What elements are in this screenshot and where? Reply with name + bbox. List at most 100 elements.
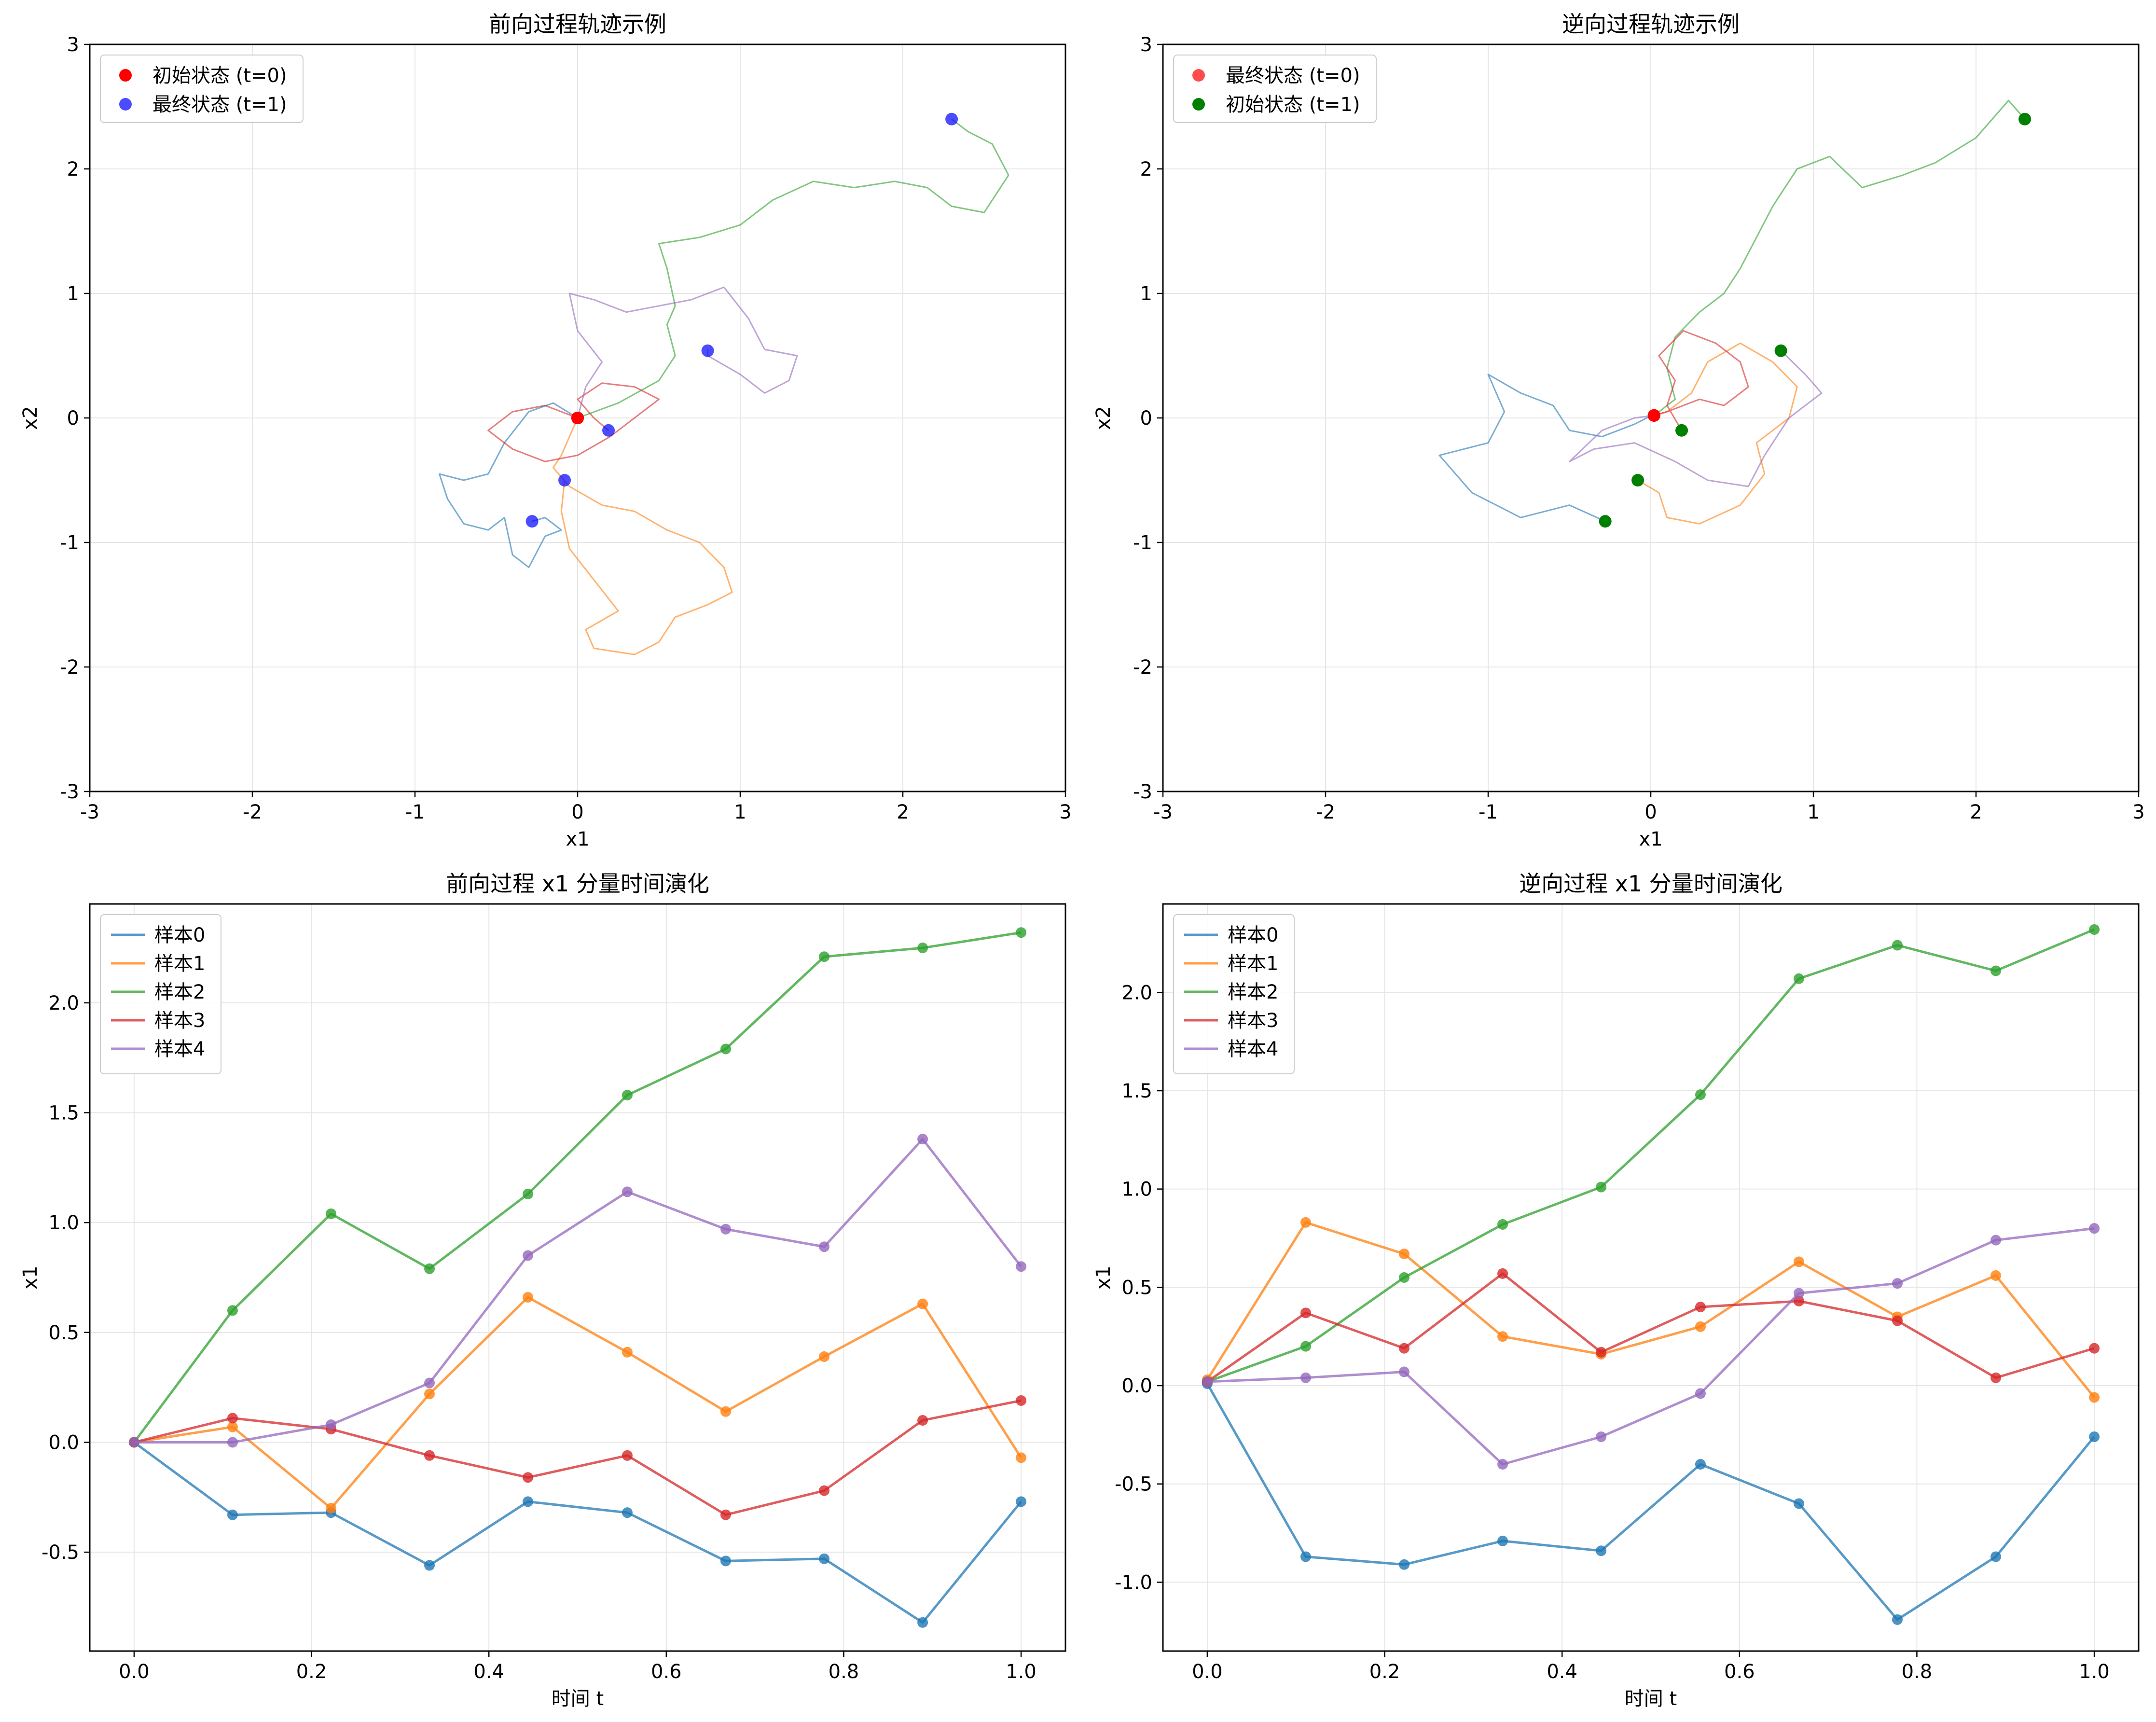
- legend-marker: [1192, 69, 1205, 82]
- series-line-1: [134, 1296, 1023, 1510]
- y-tick-label: -1.0: [1115, 1571, 1152, 1594]
- x-tick-label: -2: [1316, 801, 1335, 823]
- y-tick-label: -0.5: [1115, 1473, 1152, 1496]
- series-point-2: [622, 1090, 633, 1101]
- series-point-4: [720, 1223, 731, 1235]
- series-point-3: [424, 1450, 435, 1461]
- y-tick-label: 1.5: [1121, 1080, 1152, 1102]
- series-point-3: [2089, 1343, 2100, 1354]
- series-point-4: [1497, 1459, 1508, 1470]
- y-tick-label: -3: [1133, 781, 1152, 803]
- series-point-3: [1497, 1268, 1508, 1279]
- x-tick-label: 1.0: [1006, 1661, 1037, 1683]
- final-point: [525, 515, 539, 528]
- series-point-0: [1695, 1459, 1706, 1470]
- series-point-4: [1695, 1388, 1706, 1399]
- trajectory-line-3: [1654, 330, 1749, 431]
- y-tick-label: 0.5: [48, 1322, 79, 1344]
- series-point-0: [424, 1560, 435, 1571]
- series-line-2: [133, 931, 1022, 1443]
- y-tick-label: 0: [1140, 407, 1152, 430]
- series-point-2: [325, 1208, 336, 1219]
- x-tick-label: 0.0: [1192, 1661, 1223, 1683]
- initial-point: [2018, 112, 2032, 125]
- x-tick-label: -2: [243, 801, 262, 823]
- series-point-1: [1695, 1321, 1706, 1332]
- legend-marker: [119, 98, 132, 111]
- series-point-4: [128, 1437, 139, 1448]
- x-tick-label: -3: [80, 801, 99, 823]
- series-point-1: [1990, 1270, 2002, 1281]
- series-point-2: [424, 1263, 435, 1274]
- initial-point: [1774, 344, 1787, 357]
- series-point-3: [227, 1413, 238, 1424]
- series-point-0: [1398, 1559, 1410, 1570]
- x-tick-label: 0.6: [1724, 1661, 1755, 1683]
- series-point-3: [819, 1485, 830, 1496]
- y-tick-label: 0.0: [1121, 1375, 1152, 1397]
- series-point-3: [1398, 1343, 1410, 1354]
- y-tick-label: -2: [60, 656, 79, 679]
- series-point-4: [917, 1134, 928, 1145]
- series-point-1: [1398, 1249, 1410, 1260]
- series-line-3: [1206, 1272, 2095, 1383]
- legend-label: 样本1: [1228, 953, 1278, 975]
- series-line-0: [133, 1441, 1023, 1624]
- series-point-0: [1497, 1535, 1508, 1546]
- series-point-0: [819, 1553, 830, 1564]
- y-axis-label: x1: [1092, 1265, 1115, 1289]
- chart-panel-2: 0.0 0.2 0.4 0.6 0.8 1.0 -0.5 0.0 0.5 1.0 1.5 2.0 前向过…: [19, 871, 1066, 1710]
- series-point-3: [1793, 1295, 1804, 1306]
- series-point-4: [1398, 1366, 1410, 1377]
- series-point-2: [720, 1043, 731, 1055]
- y-tick-label: -1: [60, 532, 79, 554]
- legend-label: 样本3: [154, 1010, 205, 1032]
- series-line-1: [1206, 1221, 2096, 1399]
- series-point-0: [227, 1509, 238, 1520]
- series-point-0: [1793, 1498, 1804, 1509]
- series-point-0: [1016, 1496, 1027, 1507]
- y-tick-label: 0.5: [1121, 1277, 1152, 1299]
- series-point-1: [819, 1351, 830, 1362]
- y-tick-label: 2: [1140, 158, 1152, 181]
- x-tick-label: 3: [2132, 801, 2144, 823]
- series-point-0: [622, 1507, 633, 1518]
- y-tick-label: 0: [67, 407, 79, 430]
- legend-label: 样本4: [154, 1038, 205, 1060]
- legend-label: 样本1: [154, 953, 205, 975]
- series-point-1: [1497, 1331, 1508, 1342]
- series-point-2: [227, 1305, 238, 1316]
- x-tick-label: 0.6: [651, 1661, 682, 1683]
- y-tick-label: 1: [67, 283, 79, 305]
- series-point-1: [720, 1406, 731, 1417]
- series-point-0: [2089, 1431, 2100, 1442]
- legend-label: 样本2: [154, 981, 205, 1003]
- y-tick-label: 3: [67, 34, 79, 56]
- series-point-2: [1990, 965, 2002, 976]
- series-point-0: [523, 1496, 534, 1507]
- series-point-2: [1497, 1219, 1508, 1230]
- x-tick-label: 0.2: [296, 1661, 327, 1683]
- series-point-4: [424, 1377, 435, 1389]
- chart-title: 前向过程轨迹示例: [489, 11, 666, 37]
- final-point: [602, 424, 615, 437]
- y-tick-label: 2.0: [1121, 982, 1152, 1004]
- plot-area: [439, 112, 1009, 655]
- series-point-1: [917, 1298, 928, 1309]
- series-point-2: [1793, 973, 1804, 984]
- chart-panel-3: 0.0 0.2 0.4 0.6 0.8 1.0 -1.0 -0.5 0.0 0.5 1.0 1.5 2.…: [1092, 871, 2140, 1710]
- x-axis-label: 时间 t: [552, 1688, 604, 1710]
- series-point-3: [720, 1509, 731, 1520]
- x-tick-label: 0.4: [473, 1661, 504, 1683]
- plot-area: [128, 927, 1027, 1628]
- plot-area: [1202, 924, 2100, 1625]
- plot-area: [1438, 99, 2032, 528]
- series-point-4: [325, 1419, 336, 1430]
- series-point-4: [2089, 1223, 2100, 1234]
- x-tick-label: 0.0: [119, 1661, 150, 1683]
- series-point-4: [1202, 1376, 1213, 1387]
- x-tick-label: -3: [1153, 801, 1173, 823]
- trajectory-line-0: [439, 402, 578, 569]
- initial-point: [1675, 424, 1688, 437]
- chart-title: 逆向过程轨迹示例: [1562, 11, 1740, 37]
